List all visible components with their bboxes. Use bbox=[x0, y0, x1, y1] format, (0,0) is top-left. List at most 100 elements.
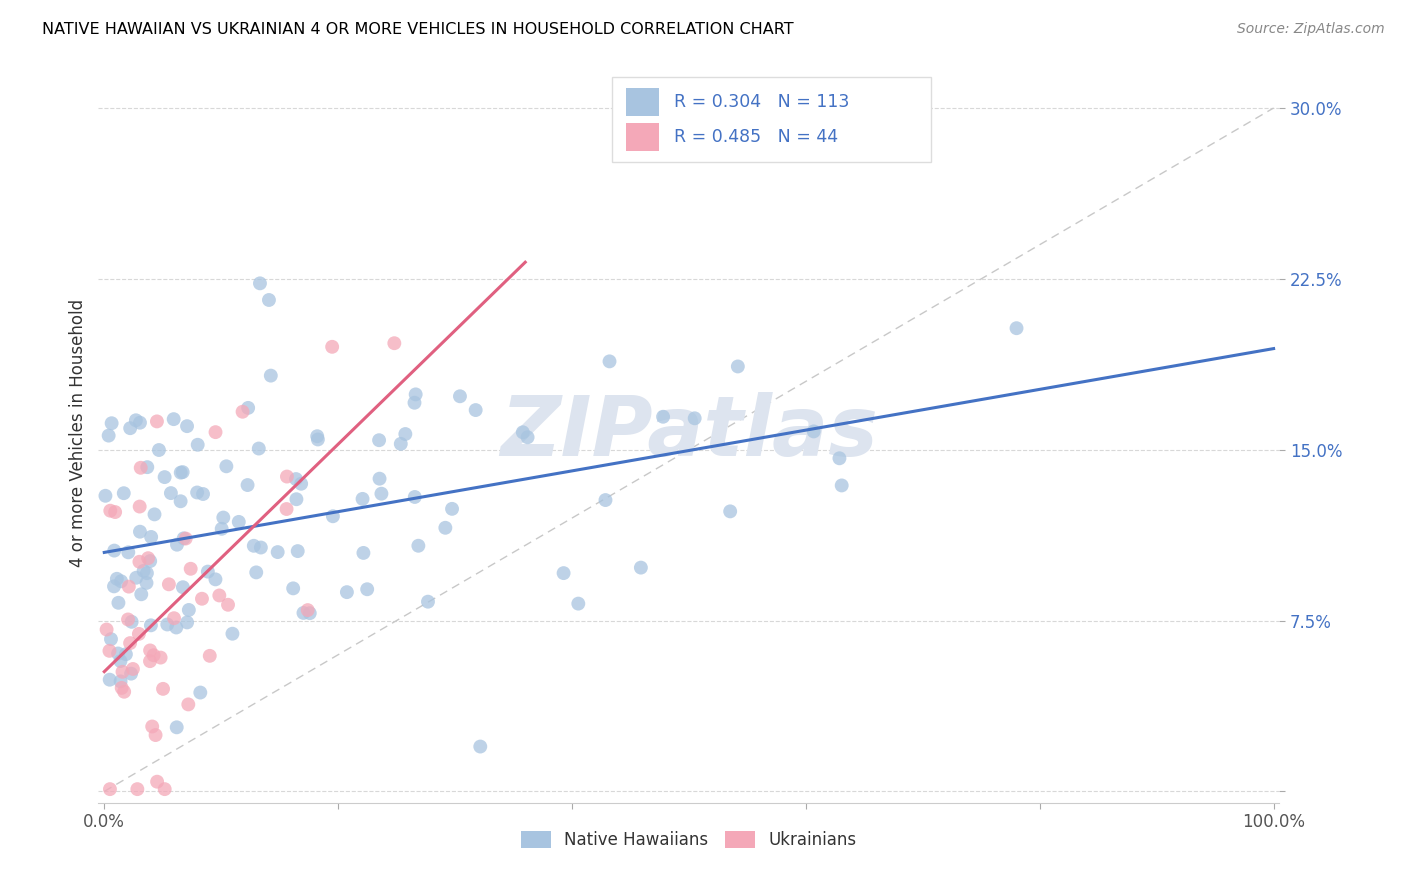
Point bbox=[148, 443, 170, 458]
Point bbox=[290, 476, 312, 491]
Point bbox=[172, 580, 194, 594]
Point bbox=[128, 627, 150, 641]
Point bbox=[136, 460, 159, 475]
Point bbox=[389, 437, 412, 451]
Point bbox=[139, 554, 162, 568]
Point bbox=[156, 617, 179, 632]
Point bbox=[122, 662, 145, 676]
Point bbox=[110, 574, 132, 589]
Point bbox=[135, 566, 157, 581]
Point bbox=[107, 647, 129, 661]
Point bbox=[336, 585, 359, 599]
Point bbox=[449, 389, 471, 403]
Point bbox=[112, 684, 135, 698]
Point bbox=[125, 571, 148, 585]
Point bbox=[149, 650, 172, 665]
Point bbox=[292, 606, 315, 620]
Point bbox=[103, 543, 125, 558]
Point bbox=[266, 545, 288, 559]
Point bbox=[352, 546, 374, 560]
Point bbox=[120, 636, 142, 650]
Point bbox=[404, 490, 426, 504]
Point bbox=[405, 387, 427, 401]
Point bbox=[236, 401, 259, 415]
Point bbox=[186, 485, 208, 500]
Point bbox=[249, 277, 271, 291]
Point bbox=[129, 524, 152, 539]
Point bbox=[128, 500, 150, 514]
Point bbox=[176, 419, 198, 434]
Point bbox=[211, 522, 233, 536]
Point bbox=[98, 504, 121, 518]
Point bbox=[683, 411, 706, 425]
Point bbox=[408, 539, 430, 553]
Point bbox=[177, 603, 200, 617]
Point bbox=[172, 465, 194, 479]
Point bbox=[127, 782, 149, 797]
Point bbox=[204, 573, 226, 587]
Point bbox=[115, 647, 138, 661]
Point bbox=[160, 486, 183, 500]
Point bbox=[163, 412, 186, 426]
Point bbox=[352, 491, 374, 506]
Point bbox=[128, 555, 150, 569]
Point bbox=[250, 541, 273, 555]
Point bbox=[321, 340, 343, 354]
Point bbox=[297, 603, 319, 617]
Point bbox=[141, 530, 163, 544]
Point bbox=[166, 720, 188, 734]
Text: ZIPatlas: ZIPatlas bbox=[501, 392, 877, 473]
Point bbox=[146, 774, 169, 789]
Point bbox=[283, 582, 305, 596]
FancyBboxPatch shape bbox=[626, 123, 659, 152]
Point bbox=[177, 698, 200, 712]
Point bbox=[105, 572, 128, 586]
Point bbox=[176, 615, 198, 630]
Point bbox=[100, 632, 122, 646]
Point bbox=[111, 665, 134, 679]
Point bbox=[120, 421, 142, 435]
Point bbox=[157, 577, 180, 591]
Point bbox=[803, 425, 825, 439]
Point bbox=[153, 782, 176, 797]
Point bbox=[142, 648, 165, 663]
Point bbox=[100, 416, 122, 430]
Point bbox=[188, 685, 211, 699]
Point bbox=[370, 486, 392, 500]
Point bbox=[139, 654, 162, 668]
Text: R = 0.304   N = 113: R = 0.304 N = 113 bbox=[673, 93, 849, 111]
Point bbox=[828, 451, 851, 466]
Text: Source: ZipAtlas.com: Source: ZipAtlas.com bbox=[1237, 22, 1385, 37]
Point bbox=[197, 565, 219, 579]
Point bbox=[139, 618, 162, 632]
Point bbox=[599, 354, 621, 368]
Point bbox=[120, 666, 142, 681]
Point bbox=[143, 508, 166, 522]
Point bbox=[1005, 321, 1028, 335]
Point bbox=[228, 515, 250, 529]
Point bbox=[512, 425, 534, 440]
Point bbox=[165, 620, 187, 634]
Point bbox=[212, 510, 235, 524]
Point bbox=[129, 460, 152, 475]
Point bbox=[136, 551, 159, 566]
Point bbox=[145, 728, 167, 742]
Point bbox=[652, 409, 675, 424]
Point bbox=[191, 591, 214, 606]
FancyBboxPatch shape bbox=[612, 78, 931, 162]
Point bbox=[285, 492, 308, 507]
Point bbox=[298, 606, 321, 620]
Point bbox=[516, 430, 538, 444]
Point bbox=[132, 564, 155, 578]
Point bbox=[247, 442, 270, 456]
Point bbox=[169, 494, 191, 508]
Point bbox=[118, 580, 141, 594]
Point bbox=[96, 623, 118, 637]
Point bbox=[416, 595, 439, 609]
Point bbox=[368, 472, 391, 486]
Point bbox=[285, 472, 308, 486]
Point bbox=[307, 429, 329, 443]
Point bbox=[217, 598, 239, 612]
Point bbox=[117, 612, 139, 626]
Point bbox=[129, 416, 152, 430]
